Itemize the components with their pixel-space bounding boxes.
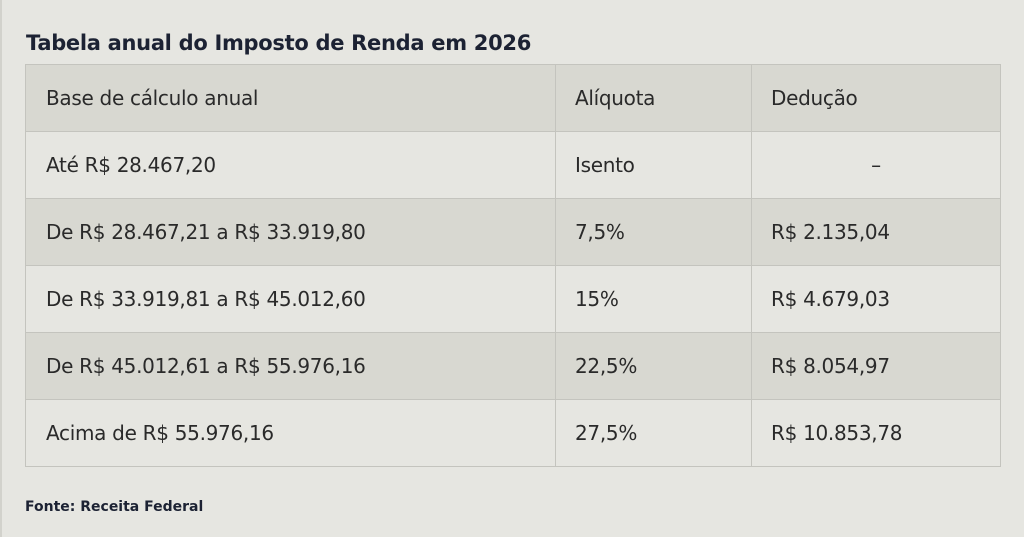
header-cell-rate: Alíquota	[555, 64, 752, 132]
cell-base: Acima de R$ 55.976,16	[25, 399, 556, 467]
income-tax-table: Base de cálculo anual Alíquota Dedução A…	[25, 64, 1001, 467]
table-row: De R$ 28.467,21 a R$ 33.919,80 7,5% R$ 2…	[25, 198, 1001, 266]
table-row: De R$ 33.919,81 a R$ 45.012,60 15% R$ 4.…	[25, 265, 1001, 333]
header-cell-base: Base de cálculo anual	[25, 64, 556, 132]
cell-base: De R$ 28.467,21 a R$ 33.919,80	[25, 198, 556, 266]
cell-base: Até R$ 28.467,20	[25, 131, 556, 199]
table-row: De R$ 45.012,61 a R$ 55.976,16 22,5% R$ …	[25, 332, 1001, 400]
cell-deduction: R$ 8.054,97	[751, 332, 1001, 400]
cell-deduction: –	[751, 131, 1001, 199]
table-row: Até R$ 28.467,20 Isento –	[25, 131, 1001, 199]
table-title: Tabela anual do Imposto de Renda em 2026	[26, 31, 532, 55]
cell-rate: Isento	[555, 131, 752, 199]
header-cell-deduction: Dedução	[751, 64, 1001, 132]
cell-rate: 27,5%	[555, 399, 752, 467]
cell-deduction: R$ 10.853,78	[751, 399, 1001, 467]
cell-rate: 15%	[555, 265, 752, 333]
table-row: Acima de R$ 55.976,16 27,5% R$ 10.853,78	[25, 399, 1001, 467]
left-edge-divider	[0, 0, 2, 537]
cell-rate: 7,5%	[555, 198, 752, 266]
cell-rate: 22,5%	[555, 332, 752, 400]
table-header-row: Base de cálculo anual Alíquota Dedução	[25, 64, 1001, 132]
cell-deduction: R$ 4.679,03	[751, 265, 1001, 333]
cell-base: De R$ 45.012,61 a R$ 55.976,16	[25, 332, 556, 400]
cell-deduction: R$ 2.135,04	[751, 198, 1001, 266]
cell-base: De R$ 33.919,81 a R$ 45.012,60	[25, 265, 556, 333]
source-note: Fonte: Receita Federal	[25, 499, 204, 515]
